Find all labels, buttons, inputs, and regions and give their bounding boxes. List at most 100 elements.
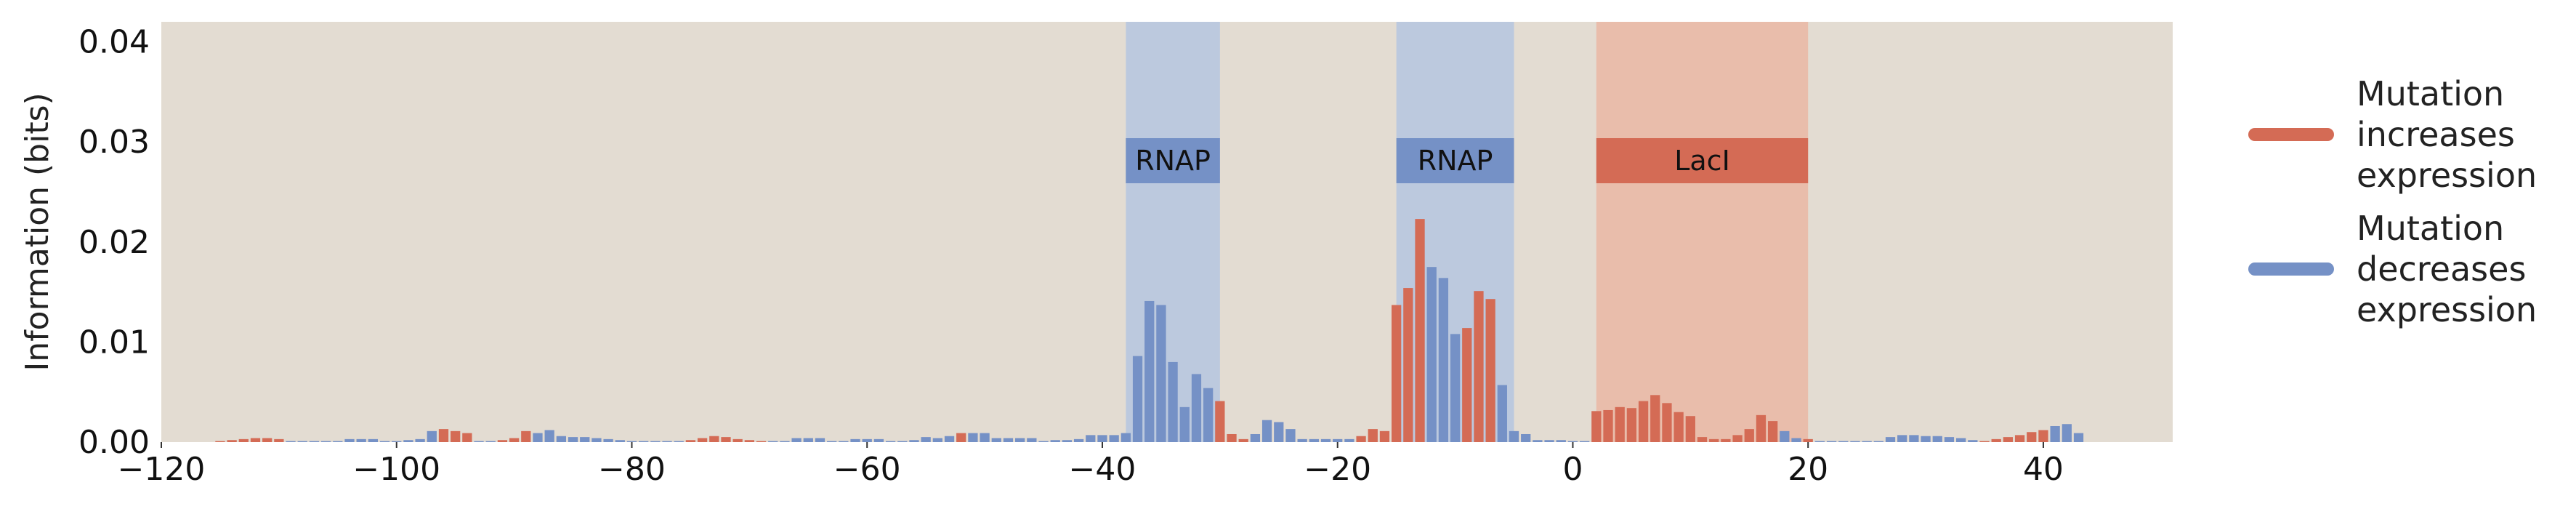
legend-label-decrease-0: Mutation [2357, 209, 2504, 248]
bar-24 [1850, 441, 1860, 442]
bar--45 [1038, 441, 1049, 442]
bar--37 [1132, 356, 1143, 442]
bar--53 [944, 436, 955, 442]
bar--22 [1309, 438, 1319, 442]
bar--100 [392, 441, 402, 442]
bar--91 [497, 440, 508, 442]
bar--69 [756, 441, 767, 442]
bar-34 [1968, 440, 1978, 442]
bar--42 [1073, 438, 1084, 442]
bar--72 [721, 437, 731, 442]
region-label-box-2 [1596, 138, 1809, 183]
bar-17 [1768, 421, 1778, 442]
bar--5 [1509, 430, 1519, 442]
bar-16 [1756, 414, 1767, 442]
bar--14 [1403, 288, 1413, 442]
bar--26 [1261, 420, 1272, 442]
bar--88 [533, 433, 543, 442]
bar--21 [1320, 438, 1331, 442]
y-tick-label-2: 0.02 [78, 224, 150, 261]
bar--10 [1450, 334, 1461, 442]
bar--57 [897, 441, 908, 442]
bar--54 [932, 438, 942, 442]
bar--27 [1250, 433, 1261, 442]
bar--109 [286, 441, 296, 442]
bar--112 [250, 438, 261, 442]
legend-label-decrease-2: expression [2357, 290, 2537, 329]
bar--55 [921, 437, 931, 442]
bar-29 [1909, 435, 1919, 442]
bar--95 [451, 430, 461, 442]
bar--107 [309, 441, 320, 442]
bar--31 [1203, 388, 1214, 442]
bar-9 [1673, 412, 1684, 442]
bar--71 [732, 438, 743, 442]
bar--32 [1191, 374, 1202, 442]
bar-37 [2003, 437, 2014, 442]
bar--73 [709, 436, 719, 442]
bar--23 [1297, 438, 1307, 442]
bar--60 [862, 438, 872, 442]
bar-19 [1791, 438, 1801, 442]
bar-1 [1580, 441, 1590, 442]
legend-label-increase-2: expression [2357, 156, 2537, 195]
x-tick-label-4: −40 [1069, 451, 1136, 488]
bar--115 [215, 441, 225, 442]
bar-28 [1897, 435, 1907, 442]
bar--1 [1556, 440, 1566, 442]
y-tick-label-4: 0.04 [78, 24, 150, 61]
bar--66 [791, 438, 802, 442]
y-tick-label-0: 0.00 [78, 424, 150, 461]
bar-38 [2014, 435, 2025, 442]
bar--48 [1003, 438, 1014, 442]
bar--29 [1227, 433, 1237, 442]
bar--9 [1462, 328, 1472, 442]
bar--81 [615, 440, 625, 442]
bar--110 [274, 438, 284, 442]
bar-12 [1709, 438, 1719, 442]
bar--43 [1062, 440, 1073, 442]
bar--90 [509, 438, 520, 442]
bar-36 [1991, 438, 2001, 442]
bar--64 [815, 438, 825, 442]
bar--78 [650, 441, 661, 442]
bar--13 [1415, 219, 1425, 442]
bar-6 [1638, 401, 1649, 442]
bar--63 [827, 441, 837, 442]
legend: MutationincreasesexpressionMutationdecre… [2248, 74, 2537, 329]
bar--77 [662, 441, 672, 442]
bar--40 [1097, 435, 1107, 442]
bar-23 [1838, 441, 1849, 442]
bar--76 [674, 441, 684, 442]
bar--101 [379, 441, 390, 442]
bar--35 [1156, 305, 1166, 442]
bar--25 [1274, 422, 1284, 442]
bar--84 [580, 437, 590, 442]
bar-31 [1932, 436, 1942, 442]
bar--79 [639, 441, 649, 442]
bar--80 [626, 441, 637, 442]
region-label-laci-2: LacI [1674, 145, 1730, 177]
bar--92 [485, 441, 496, 442]
bar-0 [1567, 441, 1578, 442]
bar-7 [1650, 395, 1660, 442]
bar--50 [980, 433, 990, 442]
y-axis-label: Information (bits) [19, 92, 56, 371]
region-labels-layer: RNAP RNAP LacI [1126, 138, 1809, 183]
x-tick-label-7: 20 [1788, 451, 1828, 488]
x-tick-label-2: −80 [598, 451, 666, 488]
regions-layer [1126, 22, 1809, 442]
bar--7 [1485, 299, 1495, 442]
bar-21 [1814, 441, 1825, 442]
bar--44 [1050, 440, 1060, 442]
legend-label-decrease-1: decreases [2357, 249, 2526, 289]
bar--97 [427, 430, 437, 442]
bar--59 [873, 438, 884, 442]
axes-layer: −120 −100 −80 −60 −40 −20 0 20 40 0.00 0.01 0.02 0.0… [78, 24, 2064, 488]
bar--38 [1121, 433, 1131, 442]
region-label-rnap-0: RNAP [1135, 145, 1211, 177]
bar--15 [1392, 305, 1402, 442]
bar--104 [344, 438, 355, 442]
x-tick-label-6: 0 [1562, 451, 1583, 488]
bar--58 [885, 441, 896, 442]
